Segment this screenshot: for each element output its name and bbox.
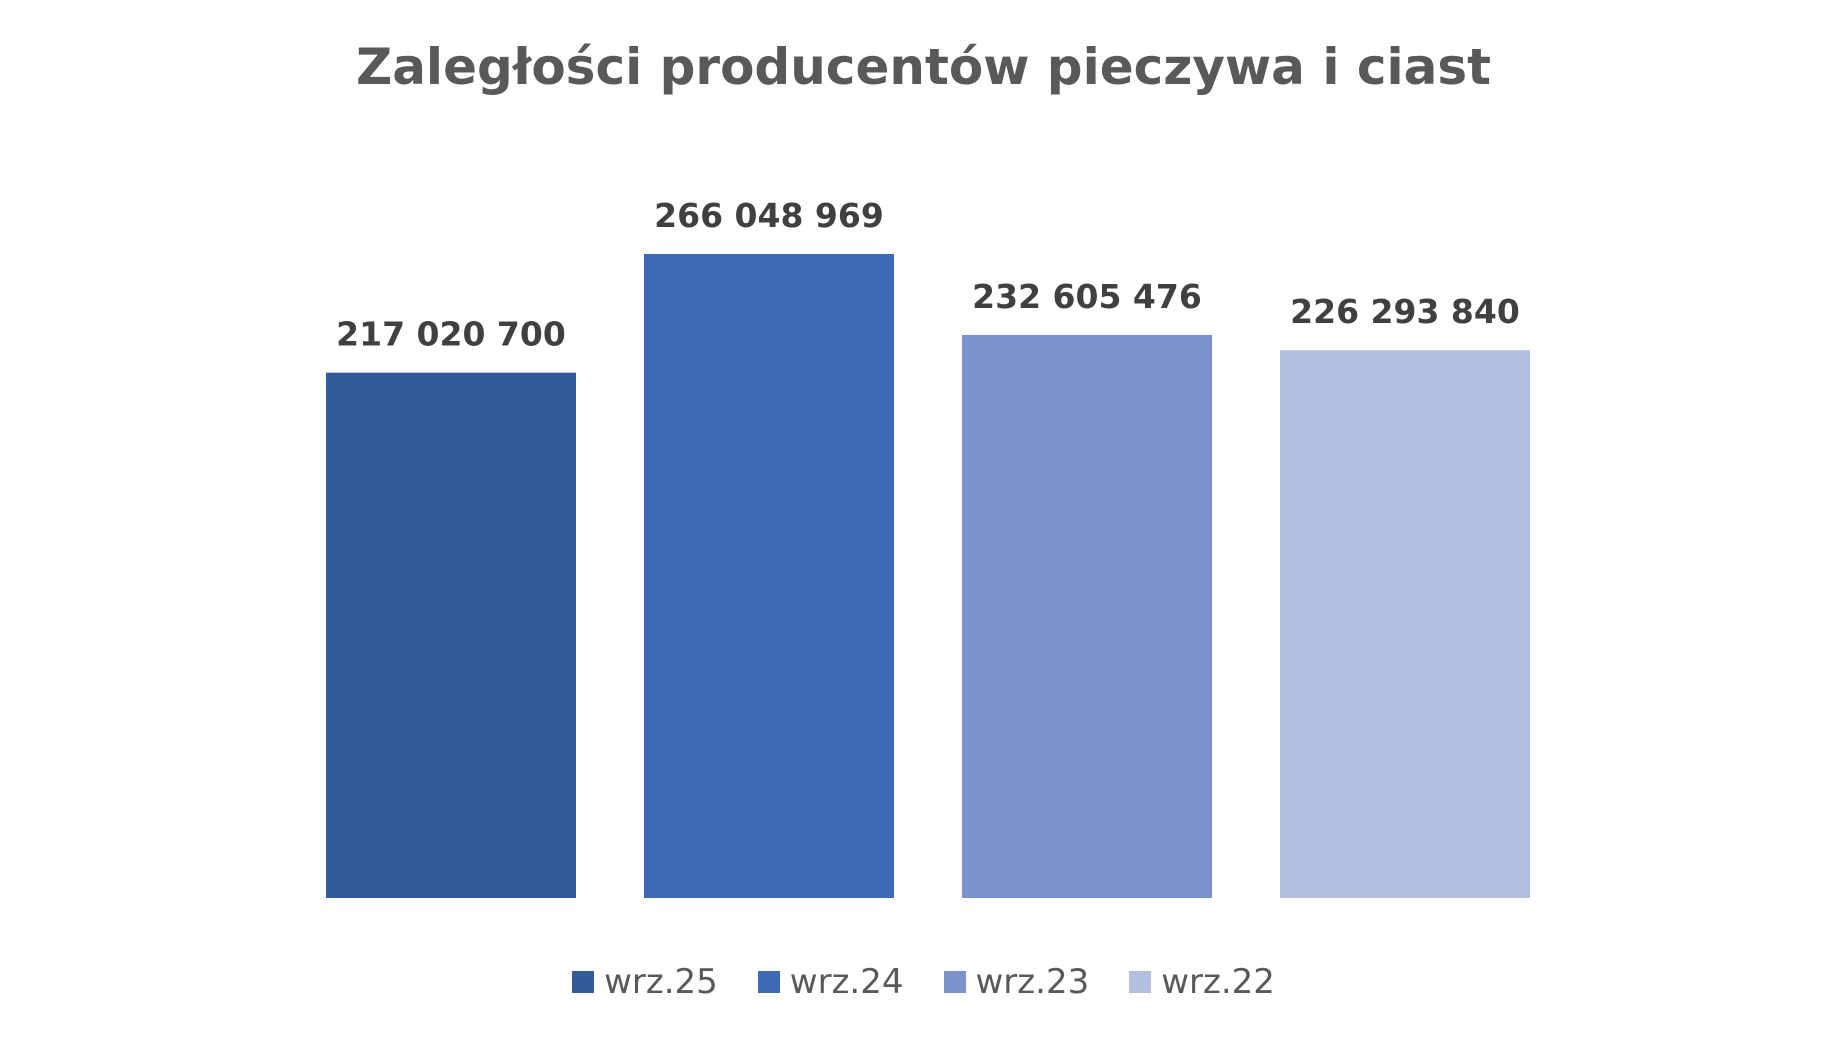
legend-swatch — [943, 971, 966, 993]
legend-label: wrz.22 — [1161, 962, 1275, 1002]
bar-wrz.25 — [326, 372, 576, 898]
legend-label: wrz.23 — [975, 962, 1090, 1002]
legend-swatch — [572, 971, 595, 993]
bar-wrz.22 — [1280, 350, 1530, 898]
legend-swatch — [1129, 971, 1152, 993]
legend-label: wrz.25 — [604, 962, 718, 1002]
bar-wrz.24 — [644, 254, 894, 898]
legend-swatch — [757, 971, 780, 993]
data-label-wrz.22: 226 293 840 — [1290, 292, 1520, 331]
data-label-wrz.25: 217 020 700 — [336, 315, 566, 354]
chart-legend: wrz.25 wrz.24 wrz.23 wrz.22 — [0, 962, 1847, 1002]
data-label-wrz.24: 266 048 969 — [654, 196, 884, 235]
legend-item-wrz.23: wrz.23 — [943, 962, 1090, 1002]
bar-wrz.23 — [962, 334, 1212, 898]
chart-title: Zaległości producentów pieczywa i ciast — [355, 38, 1492, 96]
legend-label: wrz.24 — [789, 962, 904, 1002]
legend-item-wrz.22: wrz.22 — [1129, 962, 1275, 1002]
legend-item-wrz.25: wrz.25 — [572, 962, 718, 1002]
data-label-wrz.23: 232 605 476 — [972, 277, 1202, 316]
legend-item-wrz.24: wrz.24 — [757, 962, 904, 1002]
